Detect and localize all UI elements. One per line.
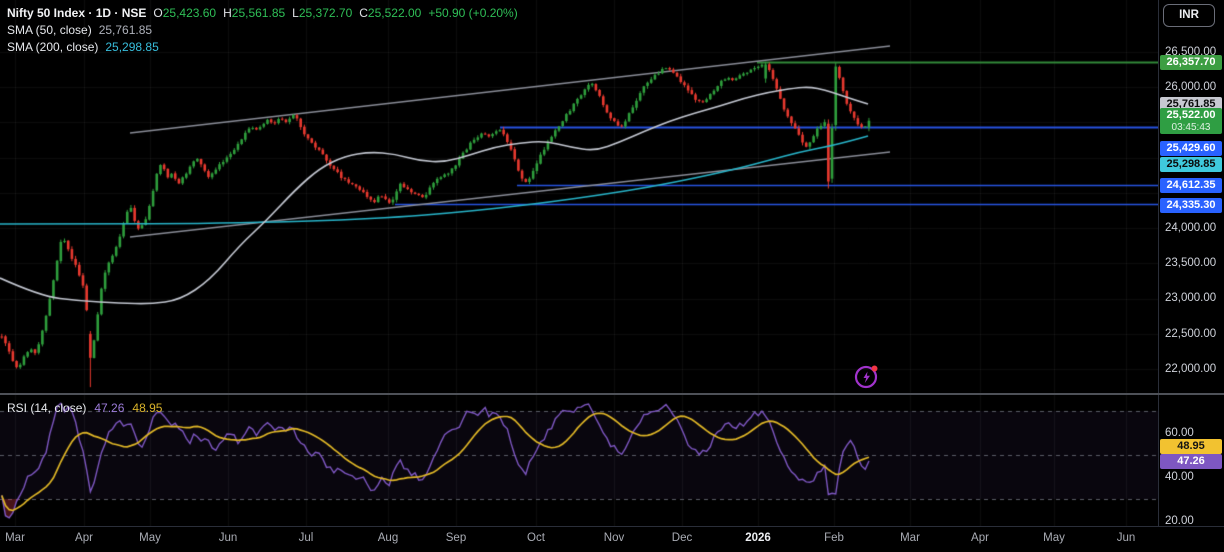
rsi-value-badge: 48.95 bbox=[1160, 438, 1222, 454]
time-axis-month-label: Oct bbox=[527, 532, 545, 544]
pane-divider[interactable] bbox=[0, 393, 1224, 395]
axis-divider bbox=[0, 526, 1224, 527]
change-value: +50.90 (+0.20%) bbox=[428, 6, 518, 20]
last-price-value: 25,522.00 bbox=[1166, 109, 1216, 121]
price-tick-label: 22,000.00 bbox=[1165, 363, 1217, 375]
price-level-badge: 25,761.85 bbox=[1160, 96, 1222, 112]
time-axis-month-label: Feb bbox=[824, 532, 844, 544]
price-level-badge: 26,357.70 bbox=[1160, 54, 1222, 70]
rsi-tick-label: 40.00 bbox=[1165, 471, 1194, 483]
rsi-tick-label: 20.00 bbox=[1165, 515, 1194, 527]
price-tick-label: 23,500.00 bbox=[1165, 257, 1217, 269]
rsi-ma-value: 48.95 bbox=[132, 401, 163, 415]
rsi-tick-label: 60.00 bbox=[1165, 427, 1194, 439]
low-value: 25,372.70 bbox=[298, 6, 353, 20]
close-label: C bbox=[359, 6, 368, 20]
close-value: 25,522.00 bbox=[367, 6, 422, 20]
sma200-legend[interactable]: SMA (200, close) 25,298.85 bbox=[7, 39, 159, 55]
price-level-badge: 25,298.85 bbox=[1160, 156, 1222, 172]
time-axis-month-label: Jul bbox=[298, 532, 314, 544]
bar-countdown: 03:45:43 bbox=[1171, 122, 1211, 133]
high-label: H bbox=[223, 6, 232, 20]
time-axis-month-label: Jun bbox=[218, 532, 238, 544]
open-label: O bbox=[153, 6, 163, 20]
time-axis-month-label: Dec bbox=[671, 532, 693, 544]
price-level-badge: 25,429.60 bbox=[1160, 140, 1222, 156]
sma50-value: 25,761.85 bbox=[98, 23, 153, 37]
time-axis-month-label: Mar bbox=[5, 532, 25, 544]
symbol-title: Nifty 50 Index · 1D · NSE bbox=[7, 6, 147, 20]
currency-button[interactable]: INR bbox=[1163, 4, 1215, 27]
price-scale[interactable]: 26,500.00 26,000.00 24,000.00 23,500.00 23,0… bbox=[1158, 0, 1224, 527]
rsi-value: 47.26 bbox=[94, 401, 125, 415]
time-axis-month-label: Nov bbox=[603, 532, 625, 544]
price-tick-label: 24,000.00 bbox=[1165, 222, 1217, 234]
price-level-badge: 24,612.35 bbox=[1160, 177, 1222, 193]
rsi-label: RSI (14, close) bbox=[7, 401, 87, 415]
time-axis-month-label: Apr bbox=[971, 532, 989, 544]
flash-trade-icon[interactable] bbox=[853, 362, 881, 390]
time-axis-month-label: Aug bbox=[377, 532, 399, 544]
last-price-badge: 25,522.00 03:45:43 bbox=[1160, 108, 1222, 134]
time-axis-month-label: Mar bbox=[900, 532, 920, 544]
rsi-legend[interactable]: RSI (14, close) 47.26 48.95 bbox=[7, 400, 162, 416]
price-tick-label: 26,000.00 bbox=[1165, 81, 1217, 93]
time-axis-month-label: Apr bbox=[75, 532, 93, 544]
high-value: 25,561.85 bbox=[231, 6, 286, 20]
sma200-value: 25,298.85 bbox=[105, 40, 159, 54]
price-level-badge: 24,335.30 bbox=[1160, 197, 1222, 213]
time-axis[interactable]: Mar Apr May Jun Jul Aug Sep Oct Nov Dec 2026 Feb Mar… bbox=[0, 527, 1224, 552]
rsi-value-badge: 47.26 bbox=[1160, 453, 1222, 469]
time-axis-month-label: May bbox=[139, 532, 161, 544]
price-chart-canvas[interactable] bbox=[0, 0, 1158, 394]
time-axis-year-label: 2026 bbox=[745, 532, 771, 544]
symbol-legend[interactable]: Nifty 50 Index · 1D · NSE O25,423.60 H25,5… bbox=[7, 5, 518, 21]
sma200-label: SMA (200, close) bbox=[7, 40, 99, 54]
price-tick-label: 23,000.00 bbox=[1165, 292, 1217, 304]
rsi-chart-canvas[interactable] bbox=[0, 395, 1158, 526]
low-label: L bbox=[292, 6, 299, 20]
sma50-label: SMA (50, close) bbox=[7, 23, 92, 37]
time-axis-month-label: Jun bbox=[1116, 532, 1136, 544]
sma50-legend[interactable]: SMA (50, close) 25,761.85 bbox=[7, 22, 152, 38]
time-axis-month-label: Sep bbox=[445, 532, 467, 544]
time-axis-month-label: May bbox=[1043, 532, 1065, 544]
open-value: 25,423.60 bbox=[162, 6, 217, 20]
price-tick-label: 22,500.00 bbox=[1165, 328, 1217, 340]
